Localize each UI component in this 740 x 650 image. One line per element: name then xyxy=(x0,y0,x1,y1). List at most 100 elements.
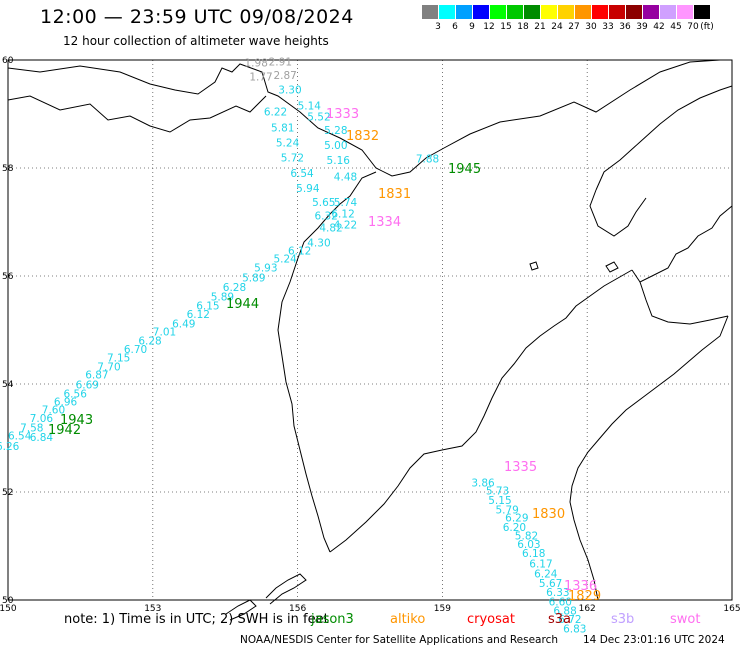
wave-height-value: 4.30 xyxy=(307,237,330,249)
legend-swatch xyxy=(541,5,557,19)
wave-height-value: 4.22 xyxy=(334,219,357,231)
wave-height-value: 5.94 xyxy=(296,183,320,195)
wave-height-value: 6.28 xyxy=(223,282,246,294)
pass-time-label: 1333 xyxy=(326,107,359,122)
footer-note: note: 1) Time is in UTC; 2) SWH is in fe… xyxy=(64,612,329,627)
legend-label: 27 xyxy=(568,22,580,32)
legend-swatch xyxy=(677,5,693,19)
legend-label: 9 xyxy=(469,22,475,32)
satellite-legend-item: swot xyxy=(670,612,701,627)
legend-label: 42 xyxy=(653,22,665,32)
coastline-segment xyxy=(529,261,539,271)
pass-time-label: 1944 xyxy=(226,297,259,312)
wave-height-values: 1.98 2.91 1.77 2.87 3.30 5.145.52 5.28 5.00 5.16… xyxy=(0,56,586,635)
latitude-label: 52 xyxy=(2,488,13,498)
longitude-label: 150 xyxy=(0,604,17,614)
longitude-label: 162 xyxy=(579,604,596,614)
wave-height-value: 3.30 xyxy=(278,84,301,96)
wave-height-value: 7.58 xyxy=(20,423,43,435)
wave-height-value: 7.88 xyxy=(416,154,439,166)
pass-time-label: 1942 xyxy=(48,423,81,438)
axis-labels: 50 52 54 56 58 60 150 153 156 159 162 165 xyxy=(0,56,740,614)
wave-height-value: 6.28 xyxy=(138,336,161,348)
wave-height-value: 5.15 xyxy=(488,495,511,507)
wave-height-value: 5.00 xyxy=(324,140,347,152)
wave-height-value: 7.15 xyxy=(107,352,130,364)
legend-swatch xyxy=(490,5,506,19)
wave-height-value: 5.81 xyxy=(271,122,294,134)
generation-timestamp: 14 Dec 23:01:16 UTC 2024 xyxy=(583,634,725,646)
legend-swatch xyxy=(439,5,455,19)
wave-height-value: 6.33 xyxy=(546,587,569,599)
wave-height-value: 3.86 xyxy=(471,478,495,490)
wave-height-value: 5.67 xyxy=(539,578,562,590)
legend-label: 18 xyxy=(517,22,529,32)
wave-height-value: 6.49 xyxy=(172,318,195,330)
legend-label: 39 xyxy=(636,22,648,32)
coastline xyxy=(7,59,733,621)
wave-height-value: 5.89 xyxy=(211,291,234,303)
legend-swatch xyxy=(422,5,438,19)
coastline-segment xyxy=(569,315,729,601)
wave-height-value: 6.96 xyxy=(54,397,78,409)
wave-height-value: 5.24 xyxy=(276,137,300,149)
legend-label: 33 xyxy=(602,22,614,32)
wave-height-value: 2.87 xyxy=(273,70,296,82)
legend-label: 15 xyxy=(500,22,512,32)
legend-swatch xyxy=(456,5,472,19)
satellite-legend-item: cryosat xyxy=(467,612,515,627)
coastline-segment xyxy=(589,189,647,237)
wave-height-value: 7.70 xyxy=(97,362,120,374)
wave-height-value: 6.87 xyxy=(85,370,108,382)
wave-height-value: 5.65 xyxy=(312,197,335,209)
map-title: 12:00 — 23:59 UTC 09/08/2024 xyxy=(40,6,354,28)
wave-height-value: 5.28 xyxy=(324,125,347,137)
wave-height-value: 6.26 xyxy=(0,441,20,453)
legend-label: 24 xyxy=(551,22,563,32)
wave-height-value: 5.93 xyxy=(254,263,277,275)
legend-swatch xyxy=(473,5,489,19)
legend-swatch xyxy=(660,5,676,19)
longitude-label: 156 xyxy=(289,604,306,614)
wave-height-value: 2.91 xyxy=(269,56,292,68)
wave-height-value: 6.56 xyxy=(64,389,88,401)
map-subtitle: 12 hour collection of altimeter wave hei… xyxy=(63,34,329,48)
wave-height-value: 6.20 xyxy=(503,522,526,534)
pass-time-label: 1945 xyxy=(448,162,481,177)
wave-height-value: 6.54 xyxy=(8,431,32,443)
wave-height-value: 6.24 xyxy=(534,568,558,580)
coastline-segment xyxy=(595,85,733,191)
legend-label: 70 xyxy=(687,22,699,32)
legend-swatch xyxy=(609,5,625,19)
legend-swatch xyxy=(524,5,540,19)
pass-time-label: 1943 xyxy=(60,413,93,428)
legend-swatch xyxy=(694,5,710,19)
legend-label: 12 xyxy=(483,22,495,32)
wave-height-value: 7.01 xyxy=(153,326,176,338)
wave-height-value: 6.32 xyxy=(314,210,337,222)
wave-height-value: 5.79 xyxy=(495,505,518,517)
satellite-legend-item: s3b xyxy=(611,612,635,627)
wave-height-value: 5.14 xyxy=(298,101,322,113)
latitude-label: 50 xyxy=(2,596,14,606)
wave-height-value: 6.84 xyxy=(30,432,54,444)
latitude-label: 58 xyxy=(2,164,14,174)
wave-height-value: 1.77 xyxy=(249,72,272,84)
longitude-label: 165 xyxy=(723,604,740,614)
wave-height-value: 6.60 xyxy=(549,596,572,608)
wave-height-value: 6.17 xyxy=(529,559,552,571)
longitude-label: 153 xyxy=(144,604,161,614)
legend-unit: (ft) xyxy=(700,22,714,32)
wave-height-value: 6.70 xyxy=(124,344,147,356)
wave-height-value: 6.12 xyxy=(187,309,210,321)
coastline-segment xyxy=(605,261,619,273)
satellite-legend-item: jason3 xyxy=(311,612,354,627)
credit-line: NOAA/NESDIS Center for Satellite Applica… xyxy=(240,634,558,646)
map-grid xyxy=(8,60,732,600)
latitude-label: 60 xyxy=(2,56,14,66)
legend-label: 6 xyxy=(452,22,458,32)
map-frame xyxy=(7,59,733,601)
legend-swatch xyxy=(626,5,642,19)
